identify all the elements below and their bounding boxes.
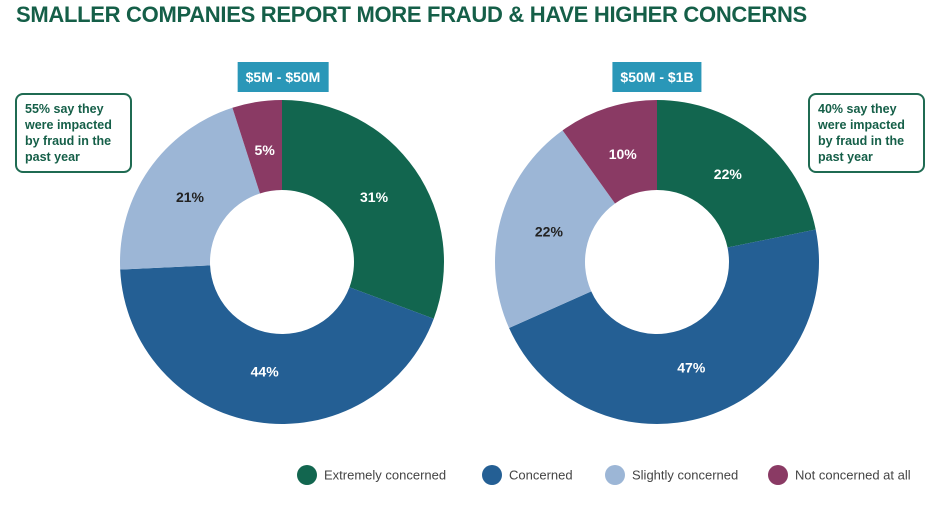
data-label: 22% xyxy=(535,223,564,239)
legend-label: Concerned xyxy=(509,467,573,482)
legend-swatch xyxy=(768,465,788,485)
donut-segment xyxy=(562,100,657,204)
data-label: 10% xyxy=(609,146,638,162)
legend-label: Slightly concerned xyxy=(632,467,738,482)
legend-swatch xyxy=(605,465,625,485)
annotation: 40% say they were impacted by fraud in t… xyxy=(808,93,925,173)
data-label: 31% xyxy=(360,189,389,205)
title: SMALLER COMPANIES REPORT MORE FRAUD & HA… xyxy=(16,2,807,27)
data-label: 21% xyxy=(176,189,205,205)
legend-swatch xyxy=(297,465,317,485)
subtitle: $5M - $50M xyxy=(237,62,329,92)
data-label: 5% xyxy=(255,142,276,158)
data-label: 44% xyxy=(251,363,280,379)
legend-label: Not concerned at all xyxy=(795,467,911,482)
donut-segment xyxy=(509,229,819,424)
donut-segment xyxy=(232,100,282,194)
subtitle: $50M - $1B xyxy=(612,62,702,92)
data-label: 22% xyxy=(714,166,743,182)
legend-label: Extremely concerned xyxy=(324,467,446,482)
donut-segment xyxy=(657,100,816,248)
donut-segment xyxy=(495,130,616,329)
donut-segment xyxy=(120,265,434,425)
donut-segment xyxy=(120,107,260,270)
donut-segment xyxy=(282,100,445,319)
annotation: 55% say they were impacted by fraud in t… xyxy=(15,93,132,173)
legend-swatch xyxy=(482,465,502,485)
data-label: 47% xyxy=(677,359,706,375)
